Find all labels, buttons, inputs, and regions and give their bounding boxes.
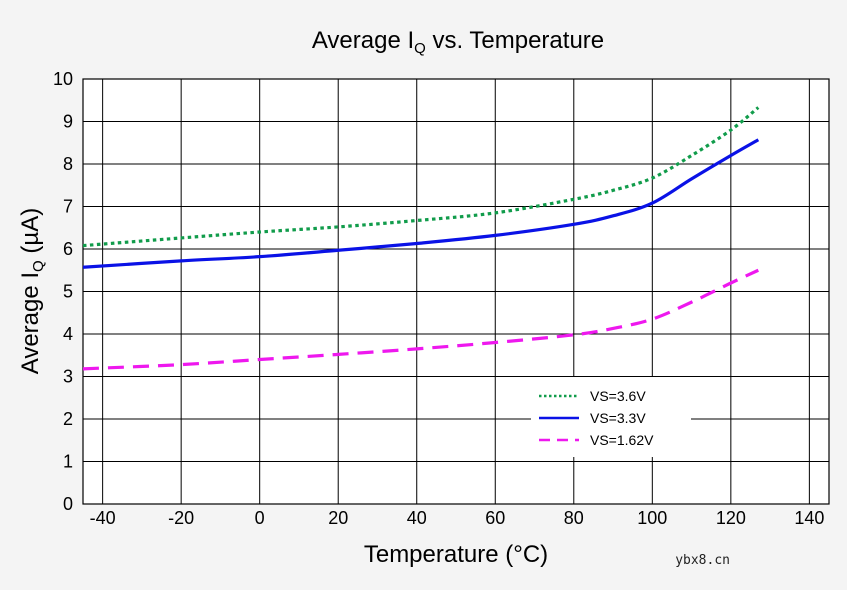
legend-label-vs-3-6v: VS=3.6V xyxy=(590,388,646,404)
y-tick-label: 9 xyxy=(63,112,73,132)
grid xyxy=(83,79,829,504)
x-tick-label: 60 xyxy=(485,508,505,528)
y-tick-label: 3 xyxy=(63,367,73,387)
series-group xyxy=(82,106,760,371)
legend: VS=3.6V VS=3.3V VS=1.62V xyxy=(531,377,691,457)
series-line-vs-3-6v xyxy=(82,106,760,248)
legend-label-vs-1-62v: VS=1.62V xyxy=(590,432,654,448)
x-tick-label: 100 xyxy=(637,508,667,528)
y-tick-label: 2 xyxy=(63,409,73,429)
series-line-vs-1-62v xyxy=(82,268,760,371)
y-tick-label: 10 xyxy=(53,69,73,89)
series-line-vs-3-3v xyxy=(82,138,760,269)
y-tick-label: 7 xyxy=(63,197,73,217)
y-tick-label: 0 xyxy=(63,494,73,514)
x-tick-label: 0 xyxy=(255,508,265,528)
y-tick-label: 8 xyxy=(63,154,73,174)
x-tick-label: 20 xyxy=(328,508,348,528)
y-tick-label: 5 xyxy=(63,282,73,302)
y-tick-label: 6 xyxy=(63,239,73,259)
x-tick-label: 120 xyxy=(716,508,746,528)
y-tick-label: 1 xyxy=(63,452,73,472)
x-tick-label: -20 xyxy=(168,508,194,528)
x-tick-label: 80 xyxy=(564,508,584,528)
x-tick-label: -40 xyxy=(90,508,116,528)
plot-frame xyxy=(82,78,830,505)
y-tick-label: 4 xyxy=(63,324,73,344)
y-axis-label: Average IQ (µA) xyxy=(17,208,47,374)
x-tick-label: 40 xyxy=(407,508,427,528)
x-axis-label: Temperature (°C) xyxy=(364,541,548,568)
legend-label-vs-3-3v: VS=3.3V xyxy=(590,410,646,426)
chart-title: Average IQ vs. Temperature xyxy=(312,27,604,57)
watermark: ybx8.cn xyxy=(675,553,730,568)
x-tick-label: 140 xyxy=(794,508,824,528)
tick-labels: -40 -20 0 20 40 60 80 100 120 140 0 1 2 3 4 5 6 7 8 9 10 xyxy=(53,69,824,528)
